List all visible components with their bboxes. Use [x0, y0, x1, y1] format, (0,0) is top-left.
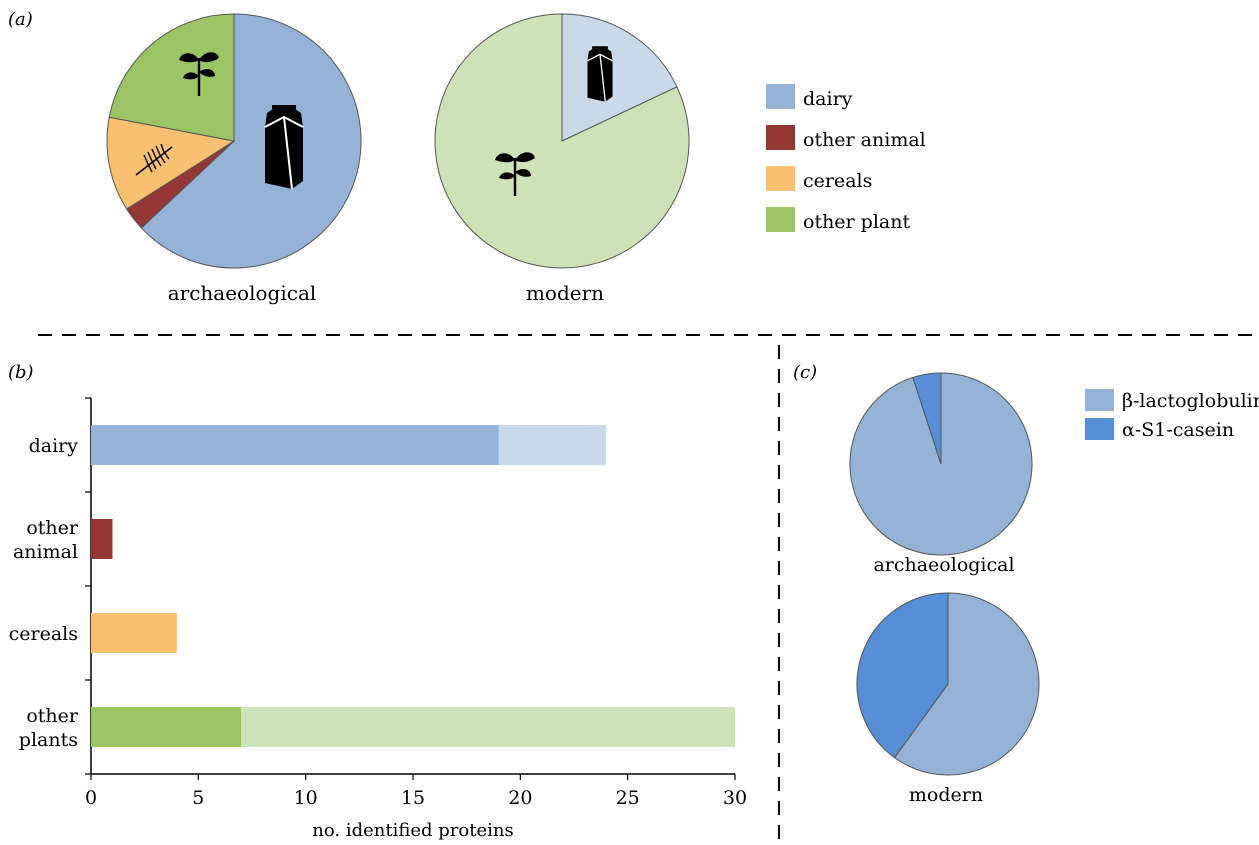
- milk-carton-icon-modern: [586, 45, 614, 103]
- pie-slice--s1-casein: [856, 592, 949, 759]
- pie-slice-dairy: [561, 13, 678, 142]
- bar-other-animal-seg0: [91, 519, 113, 559]
- legend-label: other plant: [803, 211, 910, 233]
- legend-swatch: [766, 207, 795, 232]
- pie-chart-modern: [434, 13, 690, 269]
- pie-chart-milk-archaeological: [849, 372, 1033, 556]
- x-tick-label: 10: [294, 787, 318, 809]
- legend-label: β-lactoglobulin: [1122, 390, 1259, 412]
- legend-swatch: [766, 84, 795, 109]
- pie-title-milk-modern: modern: [909, 784, 983, 806]
- bar-other-plants-seg1: [241, 707, 735, 747]
- bar-dairy-seg1: [498, 425, 607, 465]
- bar-other-plants-seg0: [91, 707, 242, 747]
- x-tick-label: 0: [85, 787, 97, 809]
- pie-slice--s1-casein: [912, 372, 942, 465]
- pie-slice-other-plant: [108, 13, 235, 142]
- y-tick-label: dairy: [29, 435, 79, 457]
- x-axis-label: no. identified proteins: [312, 820, 513, 841]
- panel-label-a: (a): [8, 9, 33, 30]
- legend-swatch: [1085, 389, 1114, 411]
- x-tick-label: 25: [616, 787, 640, 809]
- bar-dairy-seg0: [91, 425, 499, 465]
- x-tick-label: 15: [401, 787, 425, 809]
- pie-slice-cereals: [106, 116, 236, 210]
- x-tick-label: 5: [192, 787, 204, 809]
- x-tick-label: 20: [508, 787, 532, 809]
- legend-label: dairy: [803, 88, 853, 110]
- pie-title-milk-archaeological: archaeological: [873, 554, 1014, 576]
- pie-slice-dairy: [140, 13, 362, 269]
- pie-title-modern: modern: [526, 281, 604, 305]
- pie-slice--lactoglobulin: [893, 592, 1040, 776]
- legend-label: α-S1-casein: [1122, 419, 1234, 441]
- bar-cereals-seg0: [91, 613, 177, 653]
- y-tick-label: animal: [13, 541, 78, 563]
- pie-title-archaeological: archaeological: [168, 281, 317, 305]
- legend-label: cereals: [803, 170, 872, 192]
- legend-swatch: [766, 125, 795, 150]
- milk-carton-icon: [264, 104, 304, 190]
- pie-chart-archaeological: [106, 13, 362, 269]
- panel-label-b: (b): [8, 362, 34, 383]
- legend-food-source: dairy other animal cereals other plant: [766, 84, 926, 233]
- y-tick-label: plants: [19, 729, 78, 751]
- legend-label: other animal: [803, 129, 926, 151]
- x-tick-label: 30: [723, 787, 747, 809]
- y-tick-label: other: [26, 705, 79, 727]
- y-tick-label: other: [26, 517, 79, 539]
- panel-label-c: (c): [793, 362, 817, 383]
- y-tick-label: cereals: [9, 623, 78, 645]
- pie-chart-milk-modern: [856, 592, 1040, 776]
- legend-swatch: [766, 166, 795, 191]
- pie-slice-other-plant: [434, 13, 690, 269]
- legend-milk-proteins: β-lactoglobulin α-S1-casein: [1085, 389, 1259, 441]
- legend-swatch: [1085, 418, 1114, 440]
